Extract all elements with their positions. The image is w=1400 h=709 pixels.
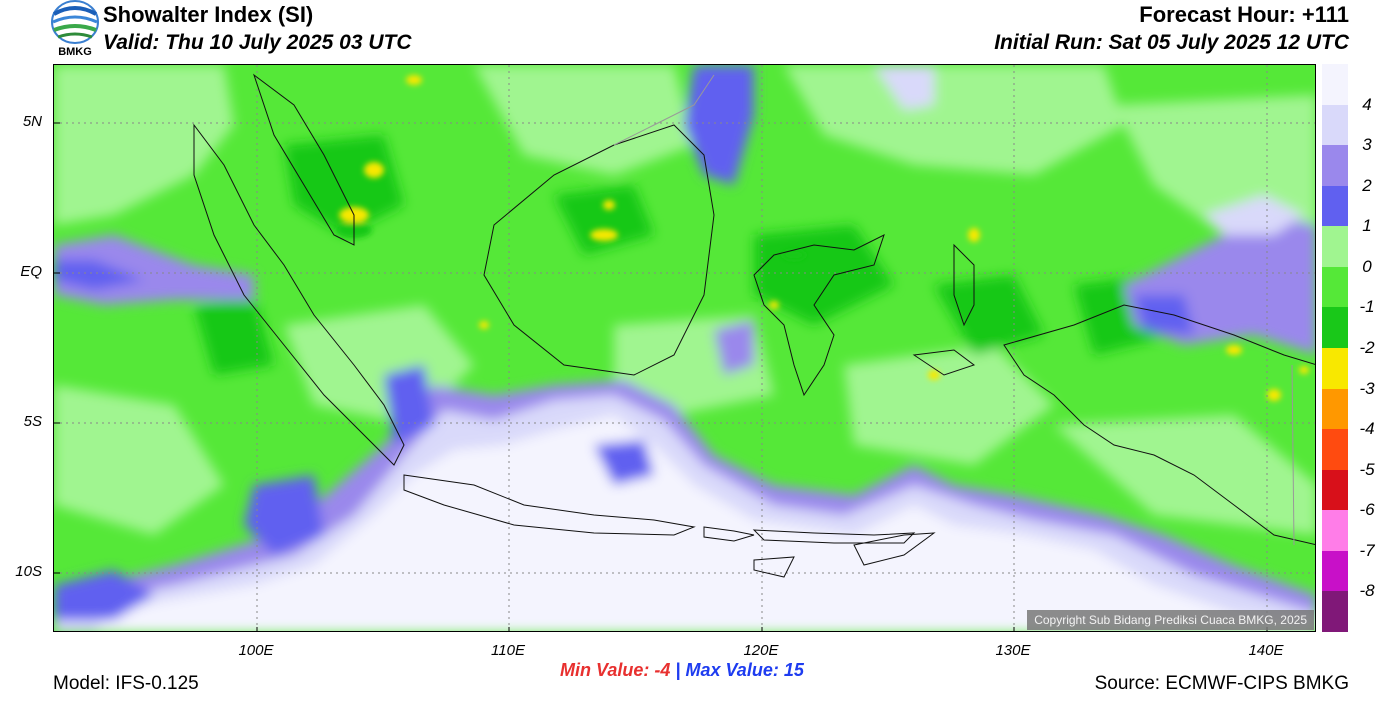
min-label: Min Value: [560,660,650,680]
forecast-map [53,64,1316,632]
model-label: Model: IFS-0.125 [53,673,199,694]
colorbar-swatch [1322,591,1348,633]
colorbar-label: -4 [1359,419,1375,439]
lon-label-100e: 100E [238,642,274,659]
colorbar-swatch [1322,145,1348,187]
colorbar-swatch [1322,226,1348,268]
lat-label-5n: 5N [22,113,42,130]
source-label: Source: ECMWF-CIPS BMKG [1094,673,1349,694]
colorbar-label: -2 [1359,338,1375,357]
colorbar-label: -6 [1359,500,1375,520]
colorbar-label: -7 [1359,540,1375,560]
forecast-hour: Forecast Hour: +111 [1139,2,1349,27]
convective-cells [336,75,1309,401]
colorbar-label: 2 [1362,175,1372,195]
lon-label-120e: 120E [743,642,779,659]
colorbar-swatch [1322,307,1348,349]
map-title: Showalter Index (SI) [103,2,314,27]
colorbar-swatch [1322,64,1348,106]
min-max-summary: Min Value: -4 | Max Value: 15 [560,660,804,681]
index-field [54,65,1315,631]
colorbar-swatch [1322,550,1348,592]
min-value: -4 [654,660,671,680]
colorbar-swatch [1322,510,1348,552]
colorbar-label: -3 [1359,378,1375,398]
colorbar [1322,64,1348,633]
graticule [54,65,1315,631]
colorbar-swatch [1322,266,1348,308]
bmkg-logo: BMKG [50,0,100,60]
colorbar-label: -8 [1359,581,1375,601]
colorbar-swatch [1322,348,1348,390]
colorbar-swatch [1322,429,1348,471]
lon-label-130e: 130E [995,642,1031,659]
initial-run: Initial Run: Sat 05 July 2025 12 UTC [994,31,1349,54]
map-canvas [54,65,1315,631]
logo-text: BMKG [58,46,92,58]
lat-label-eq: EQ [20,263,42,280]
lat-label-5s: 5S [23,413,42,430]
lat-label-10s: 10S [15,563,42,580]
lon-label-110e: 110E [491,642,525,659]
max-value: 15 [783,660,804,680]
colorbar-label: 0 [1362,256,1372,276]
colorbar-swatch [1322,104,1348,146]
min-max-separator: | [675,660,681,680]
colorbar-label: 1 [1362,216,1372,236]
lon-label-140e: 140E [1248,642,1284,659]
colorbar-label: 3 [1362,135,1372,155]
colorbar-label: -5 [1359,459,1375,479]
max-label: Max Value: [685,660,779,680]
colorbar-swatch [1322,388,1348,430]
valid-time: Valid: Thu 10 July 2025 03 UTC [103,31,412,54]
colorbar-swatch [1322,469,1348,511]
colorbar-label: 4 [1362,94,1372,114]
copyright-badge: Copyright Sub Bidang Prediksi Cuaca BMKG… [1027,610,1314,630]
colorbar-label: -1 [1359,297,1375,317]
borders [613,74,1295,546]
colorbar-swatch [1322,185,1348,227]
axis-ticks [54,122,1268,631]
